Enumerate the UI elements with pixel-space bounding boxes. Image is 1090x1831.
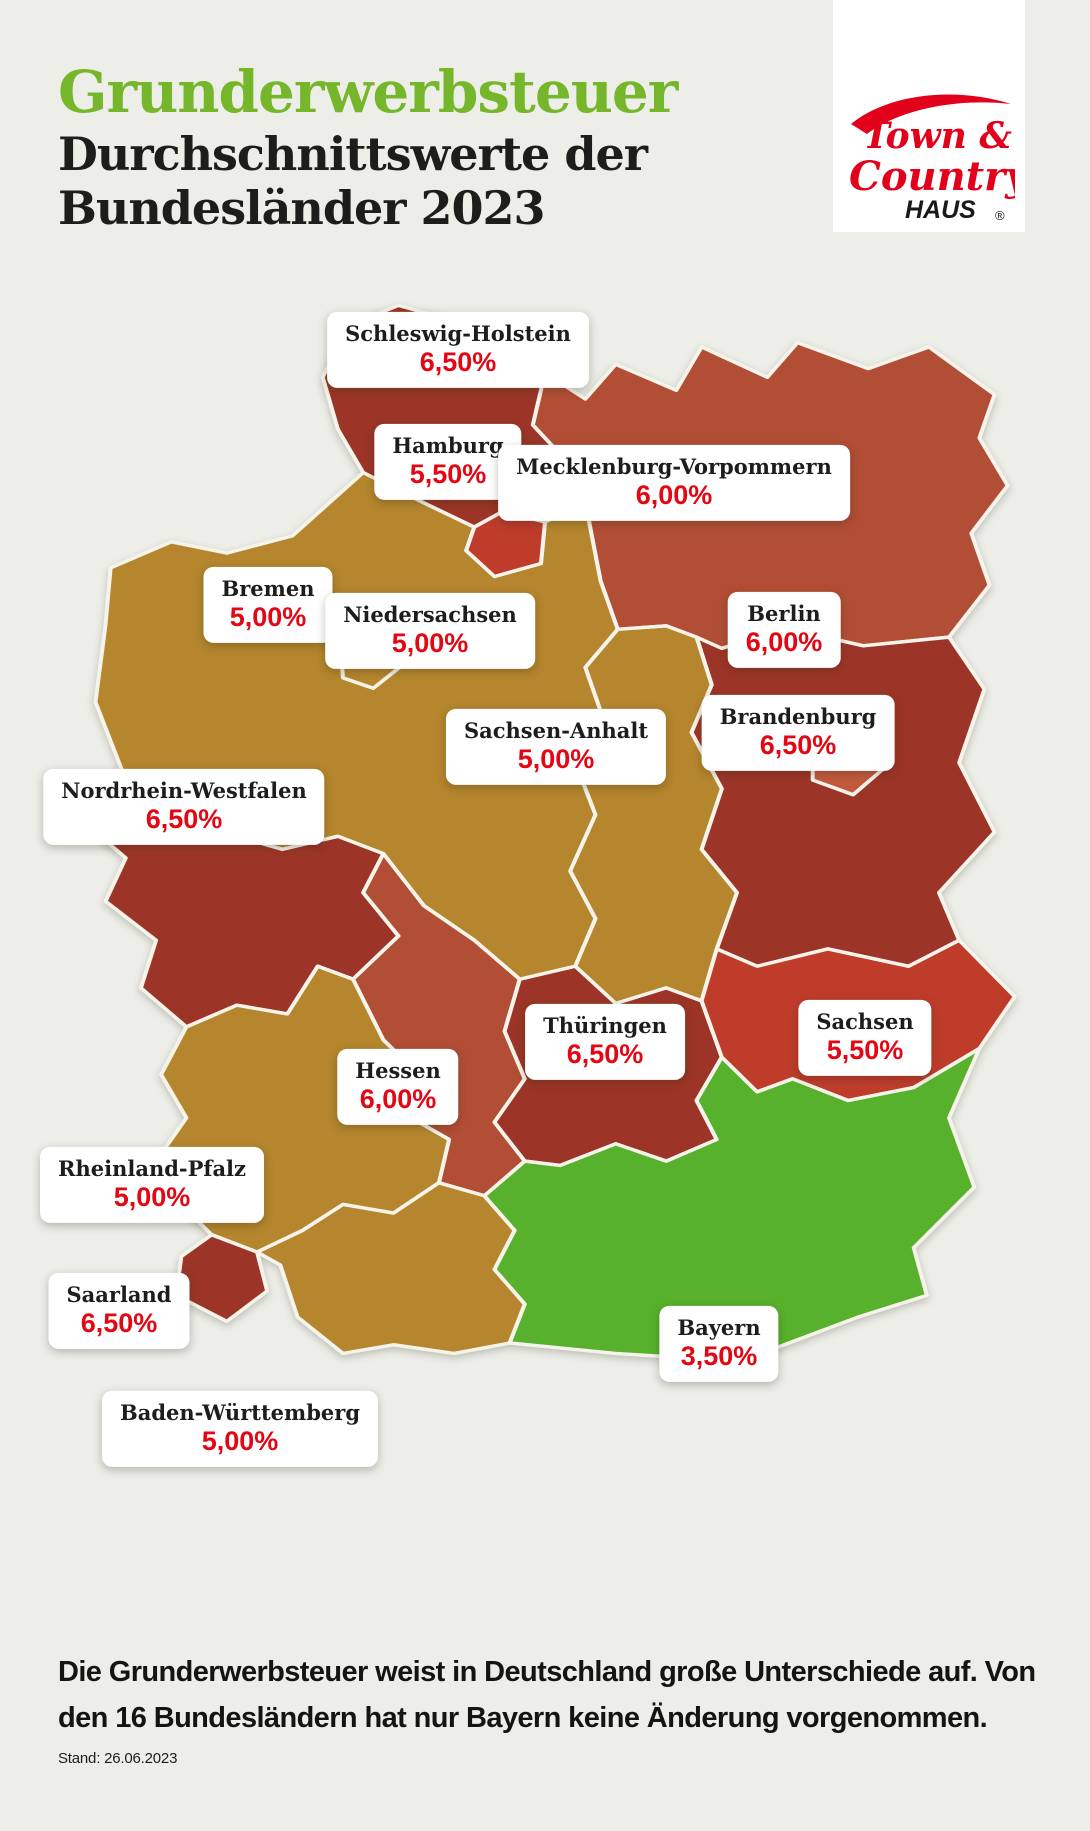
state-name: Hessen bbox=[355, 1057, 441, 1083]
state-name: Bremen bbox=[221, 575, 315, 601]
state-label-card-thueringen: Thüringen 6,50% bbox=[525, 1003, 685, 1081]
state-tax-value: 5,00% bbox=[201, 1426, 279, 1457]
state-name: Rheinland-Pfalz bbox=[58, 1155, 246, 1181]
state-name: Bayern bbox=[677, 1314, 761, 1340]
state-name: Mecklenburg-Vorpommern bbox=[516, 453, 832, 479]
state-label-card-nordrhein-westfalen: Nordrhein-Westfalen 6,50% bbox=[43, 768, 325, 846]
state-tax-value: 5,50% bbox=[409, 459, 487, 490]
state-label-card-bayern: Bayern 3,50% bbox=[659, 1305, 779, 1383]
footer-summary-text: Die Grunderwerbsteuer weist in Deutschla… bbox=[58, 1656, 1036, 1734]
town-country-logo: Town & Country HAUS ® bbox=[833, 0, 1025, 232]
state-label-card-baden-wuerttemberg: Baden-Württemberg 5,00% bbox=[101, 1390, 379, 1468]
state-name: Niedersachsen bbox=[343, 601, 517, 627]
state-name: Brandenburg bbox=[719, 703, 877, 729]
state-label-card-saarland: Saarland 6,50% bbox=[48, 1272, 190, 1350]
state-tax-value: 5,00% bbox=[391, 628, 469, 659]
state-label-card-bremen: Bremen 5,00% bbox=[203, 566, 333, 644]
state-tax-value: 6,50% bbox=[80, 1308, 158, 1339]
map-state-bayern bbox=[482, 1046, 982, 1361]
state-label-card-sachsen-anhalt: Sachsen-Anhalt 5,00% bbox=[445, 708, 667, 786]
state-name: Hamburg bbox=[392, 432, 504, 458]
logo-line3: HAUS bbox=[905, 196, 976, 224]
state-tax-value: 6,00% bbox=[359, 1084, 437, 1115]
state-label-card-niedersachsen: Niedersachsen 5,00% bbox=[325, 592, 535, 670]
map-state-brandenburg bbox=[689, 626, 997, 968]
state-name: Berlin bbox=[747, 600, 821, 626]
state-name: Schleswig-Holstein bbox=[345, 320, 571, 346]
page-subtitle: Durchschnittswerte der Bundesländer 2023 bbox=[58, 127, 648, 235]
state-label-card-brandenburg: Brandenburg 6,50% bbox=[701, 694, 895, 772]
state-name: Thüringen bbox=[543, 1012, 667, 1038]
town-country-logo-icon: Town & Country HAUS ® bbox=[849, 94, 1015, 224]
stand-date: Stand: 26.06.2023 bbox=[58, 1750, 178, 1767]
page-title: Grunderwerbsteuer bbox=[58, 58, 678, 126]
state-label-card-hessen: Hessen 6,00% bbox=[337, 1048, 459, 1126]
state-tax-value: 6,00% bbox=[745, 627, 823, 658]
state-name: Nordrhein-Westfalen bbox=[61, 777, 307, 803]
state-tax-value: 5,00% bbox=[229, 602, 307, 633]
state-name: Baden-Württemberg bbox=[119, 1399, 361, 1425]
state-label-card-mecklenburg-vorpommern: Mecklenburg-Vorpommern 6,00% bbox=[498, 444, 850, 522]
state-tax-value: 6,50% bbox=[145, 804, 223, 835]
state-tax-value: 6,50% bbox=[759, 730, 837, 761]
state-label-card-schleswig-holstein: Schleswig-Holstein 6,50% bbox=[327, 311, 589, 389]
state-tax-value: 6,50% bbox=[419, 347, 497, 378]
map-state-sachsen-anhalt bbox=[568, 624, 739, 1006]
logo-swoosh-icon bbox=[851, 94, 1011, 134]
state-tax-value: 5,00% bbox=[113, 1182, 191, 1213]
state-tax-value: 6,50% bbox=[566, 1039, 644, 1070]
state-tax-value: 6,00% bbox=[635, 480, 713, 511]
state-label-card-berlin: Berlin 6,00% bbox=[727, 591, 841, 669]
state-tax-value: 5,00% bbox=[517, 744, 595, 775]
registered-mark: ® bbox=[995, 208, 1005, 223]
state-name: Sachsen-Anhalt bbox=[463, 717, 649, 743]
logo-line1: Town & bbox=[863, 115, 1012, 157]
state-label-card-sachsen: Sachsen 5,50% bbox=[798, 999, 932, 1077]
state-name: Sachsen bbox=[816, 1008, 914, 1034]
logo-line2: Country bbox=[849, 153, 1015, 200]
state-label-card-hamburg: Hamburg 5,50% bbox=[374, 423, 522, 501]
state-tax-value: 5,50% bbox=[826, 1035, 904, 1066]
state-tax-value: 3,50% bbox=[680, 1341, 758, 1372]
state-label-card-rheinland-pfalz: Rheinland-Pfalz 5,00% bbox=[40, 1146, 264, 1224]
state-name: Saarland bbox=[66, 1281, 172, 1307]
